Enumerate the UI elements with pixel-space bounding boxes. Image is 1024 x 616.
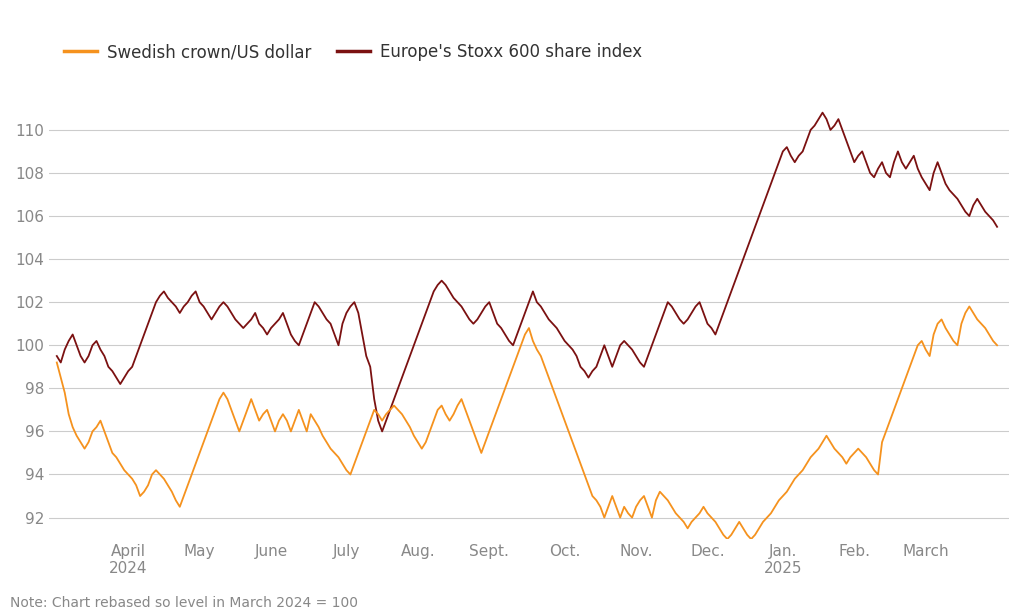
Text: Note: Chart rebased so level in March 2024 = 100: Note: Chart rebased so level in March 20… — [10, 596, 358, 610]
Legend: Swedish crown/US dollar, Europe's Stoxx 600 share index: Swedish crown/US dollar, Europe's Stoxx … — [57, 36, 648, 68]
